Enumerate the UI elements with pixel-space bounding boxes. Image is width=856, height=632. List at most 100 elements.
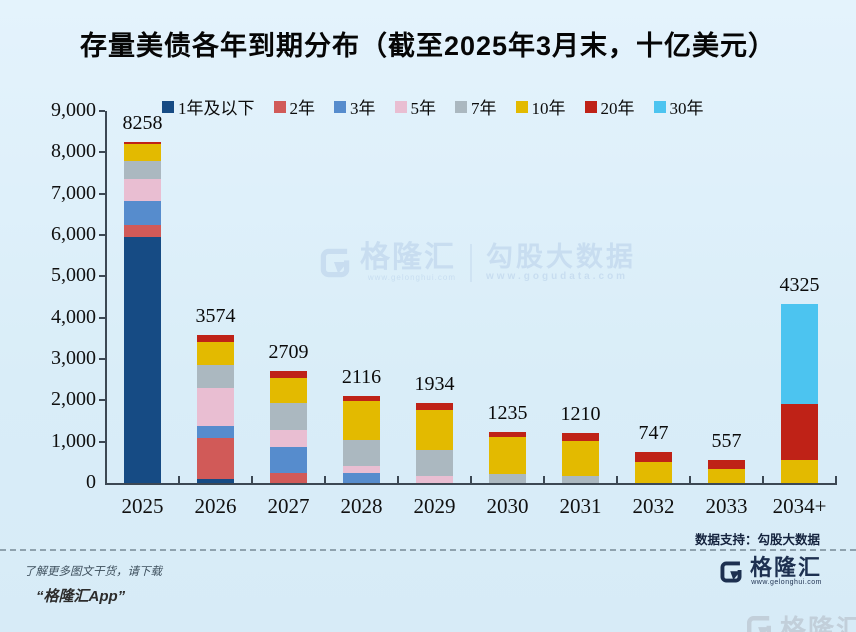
segment-20年 (489, 431, 526, 438)
x-axis-tick (470, 476, 472, 483)
x-axis-tick (397, 476, 399, 483)
bar-value-label: 1934 (414, 373, 455, 396)
segment-20年 (781, 403, 818, 460)
segment-7年 (489, 473, 526, 483)
bar-2033: 557 (690, 111, 763, 483)
x-tick-label: 2034+ (772, 494, 827, 518)
x-axis-tick (251, 476, 253, 483)
segment-10年 (489, 437, 526, 474)
legend-label: 3年 (350, 99, 376, 118)
legend-swatch (515, 100, 528, 113)
legend-item-1: 2年 (273, 94, 316, 119)
y-axis-tick (99, 316, 105, 319)
bar-stack-2026 (197, 335, 234, 483)
x-axis-tick (762, 476, 764, 483)
y-tick-label: 7,000 (51, 181, 96, 204)
segment-10年 (708, 469, 745, 483)
footer-brand-url: www.gelonghui.com (751, 579, 822, 586)
bar-2028: 2116 (325, 111, 398, 483)
bar-value-label: 3574 (195, 305, 236, 328)
legend-swatch (653, 100, 666, 113)
legend-label: 20年 (600, 99, 635, 118)
bar-2029: 1934 (398, 111, 471, 483)
segment-2年 (270, 472, 307, 483)
segment-10年 (781, 459, 818, 483)
legend-swatch (162, 100, 174, 113)
watermark-partner: 勾股大数据 (486, 242, 636, 272)
bar-value-label: 4325 (779, 274, 820, 297)
segment-20年 (562, 433, 599, 441)
segment-7年 (416, 449, 453, 476)
x-tick-label: 2029 (413, 494, 456, 518)
segment-3年 (124, 200, 161, 226)
segment-10年 (416, 410, 453, 450)
segment-10年 (197, 342, 234, 366)
bar-2031: 1210 (544, 111, 617, 483)
y-tick-label: 0 (86, 471, 96, 493)
bar-2027: 2709 (252, 111, 325, 483)
segment-20年 (197, 335, 234, 343)
bar-2025: 8258 (106, 111, 179, 483)
segment-10年 (124, 144, 161, 161)
x-tick-label: 2025 (121, 494, 164, 518)
y-tick-label: 4,000 (51, 305, 96, 328)
y-tick-label: 6,000 (51, 223, 96, 245)
segment-3年 (343, 472, 380, 483)
gelonghui-footer-logo: 格隆汇 www.gelonghui.com (717, 557, 822, 586)
legend-item-6: 20年 (584, 94, 635, 119)
segment-20年 (343, 395, 380, 401)
bar-stack-2027 (270, 371, 307, 483)
bar-stack-2029 (416, 403, 453, 483)
y-tick-label: 5,000 (51, 264, 96, 287)
footer-brand: 格隆汇 (749, 555, 822, 580)
y-axis-tick (99, 110, 105, 112)
legend-swatch (394, 100, 407, 113)
legend-label: 30年 (669, 99, 704, 118)
segment-30年 (781, 304, 818, 404)
bar-2032: 747 (617, 111, 690, 483)
legend-label: 10年 (531, 99, 566, 118)
segment-20年 (416, 403, 453, 411)
x-tick-label: 2028 (340, 494, 383, 518)
segment-10年 (562, 440, 599, 477)
segment-2年 (124, 225, 161, 237)
bar-2034+: 4325 (763, 111, 836, 483)
x-axis-tick (616, 476, 618, 483)
bar-value-label: 2116 (341, 365, 382, 388)
legend-item-5: 10年 (515, 94, 566, 119)
legend-label: 5年 (410, 99, 437, 118)
x-axis-tick (689, 476, 691, 483)
segment-20年 (708, 460, 745, 470)
bar-value-label: 2709 (268, 341, 309, 364)
y-tick-label: 1,000 (51, 429, 96, 452)
segment-7年 (270, 402, 307, 431)
segment-2年 (197, 437, 234, 479)
x-tick-label: 2030 (486, 494, 529, 518)
bar-stack-2032 (635, 452, 672, 483)
gelonghui-logo-icon (746, 615, 771, 632)
bar-value-label: 8258 (122, 111, 163, 134)
bar-stack-2025 (124, 141, 161, 483)
gelonghui-logo-icon (720, 561, 742, 582)
y-axis-tick (99, 192, 105, 195)
watermark-brand: 格隆汇 (360, 241, 456, 274)
legend-item-2: 3年 (334, 94, 376, 119)
x-axis-tick (178, 476, 180, 483)
bar-stack-2031 (562, 433, 599, 483)
legend-swatch (334, 100, 346, 113)
legend-label: 2年 (289, 99, 316, 118)
bar-value-label: 1210 (560, 403, 601, 425)
x-axis-tick (835, 476, 837, 483)
legend-item-3: 5年 (394, 94, 437, 119)
x-tick-label: 2032 (632, 494, 675, 518)
data-support-note: 数据支持：勾股大数据 (694, 533, 820, 547)
gelonghui-logo-icon (320, 248, 350, 277)
watermark-divider (470, 243, 472, 282)
bar-2030: 1235 (471, 111, 544, 483)
corner-watermark-logo: 格隆汇 (743, 609, 856, 632)
bar-stack-2030 (489, 431, 526, 483)
y-axis-tick (99, 440, 105, 443)
bar-value-label: 1235 (487, 401, 528, 424)
bar-value-label: 557 (711, 429, 742, 452)
legend-label: 7年 (471, 99, 497, 118)
